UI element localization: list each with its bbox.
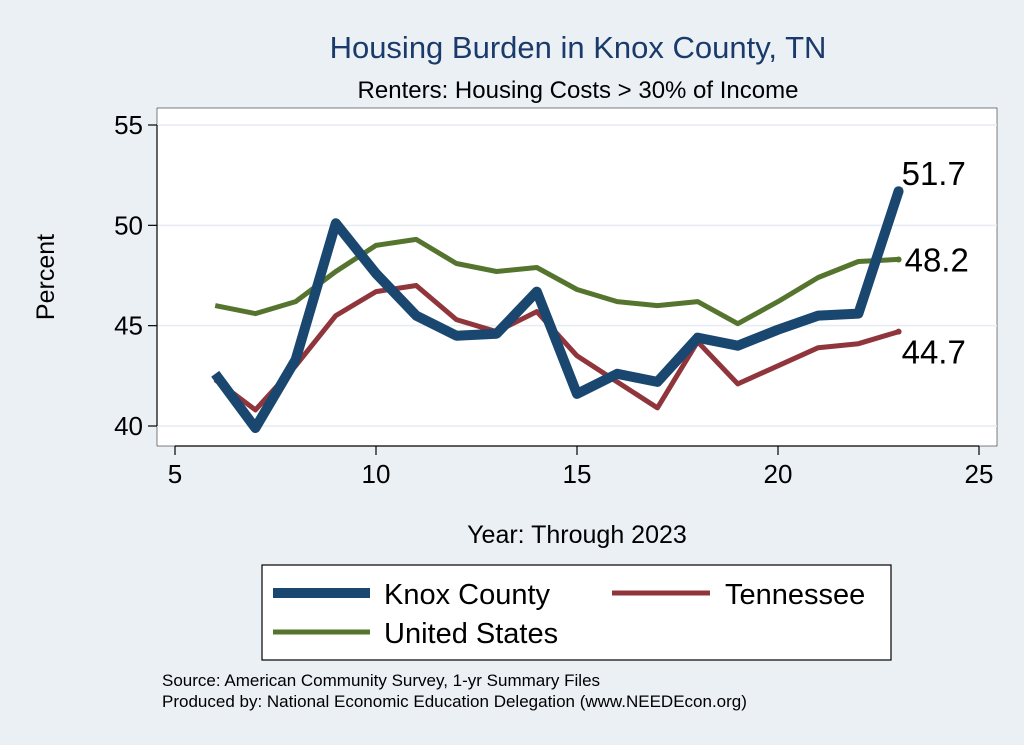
x-tick-label-25: 25 <box>965 459 994 489</box>
series-lines <box>211 186 904 433</box>
y-tick-label-55: 55 <box>114 110 143 140</box>
legend-label-tennessee: Tennessee <box>725 579 865 611</box>
legend: Knox County Tennessee United States <box>261 564 892 661</box>
legend-label-united-states: United States <box>384 618 558 650</box>
chart-subtitle: Renters: Housing Costs > 30% of Income <box>358 77 799 104</box>
y-axis-label: Percent <box>32 234 60 320</box>
grid-lines <box>157 124 997 427</box>
x-tick-label-10: 10 <box>362 459 391 489</box>
y-tick-label-45: 45 <box>114 311 143 341</box>
end-label-united-states: 48.2 <box>905 241 969 278</box>
end-labels: 51.7 44.7 48.2 <box>902 155 969 370</box>
series-end-point-tennessee <box>895 328 902 335</box>
source-note: Source: American Community Survey, 1-yr … <box>162 671 600 690</box>
series-line-knox-county <box>211 189 904 433</box>
x-axis-label: Year: Through 2023 <box>467 521 687 549</box>
end-label-knox-county: 51.7 <box>902 155 966 192</box>
series-end-point-united-states <box>895 256 902 263</box>
x-tick-label-5: 5 <box>168 459 182 489</box>
y-tick-label-40: 40 <box>114 411 143 441</box>
y-tick-label-50: 50 <box>114 210 143 240</box>
x-tick-label-15: 15 <box>563 459 592 489</box>
series-end-point-knox-county <box>893 186 904 197</box>
series-line-united-states <box>214 236 899 327</box>
x-tick-label-20: 20 <box>764 459 793 489</box>
legend-label-knox-county: Knox County <box>384 579 551 611</box>
end-label-tennessee: 44.7 <box>902 334 966 371</box>
producer-note: Produced by: National Economic Education… <box>162 692 747 711</box>
legend-box <box>261 564 892 661</box>
chart-title: Housing Burden in Knox County, TN <box>330 30 827 65</box>
